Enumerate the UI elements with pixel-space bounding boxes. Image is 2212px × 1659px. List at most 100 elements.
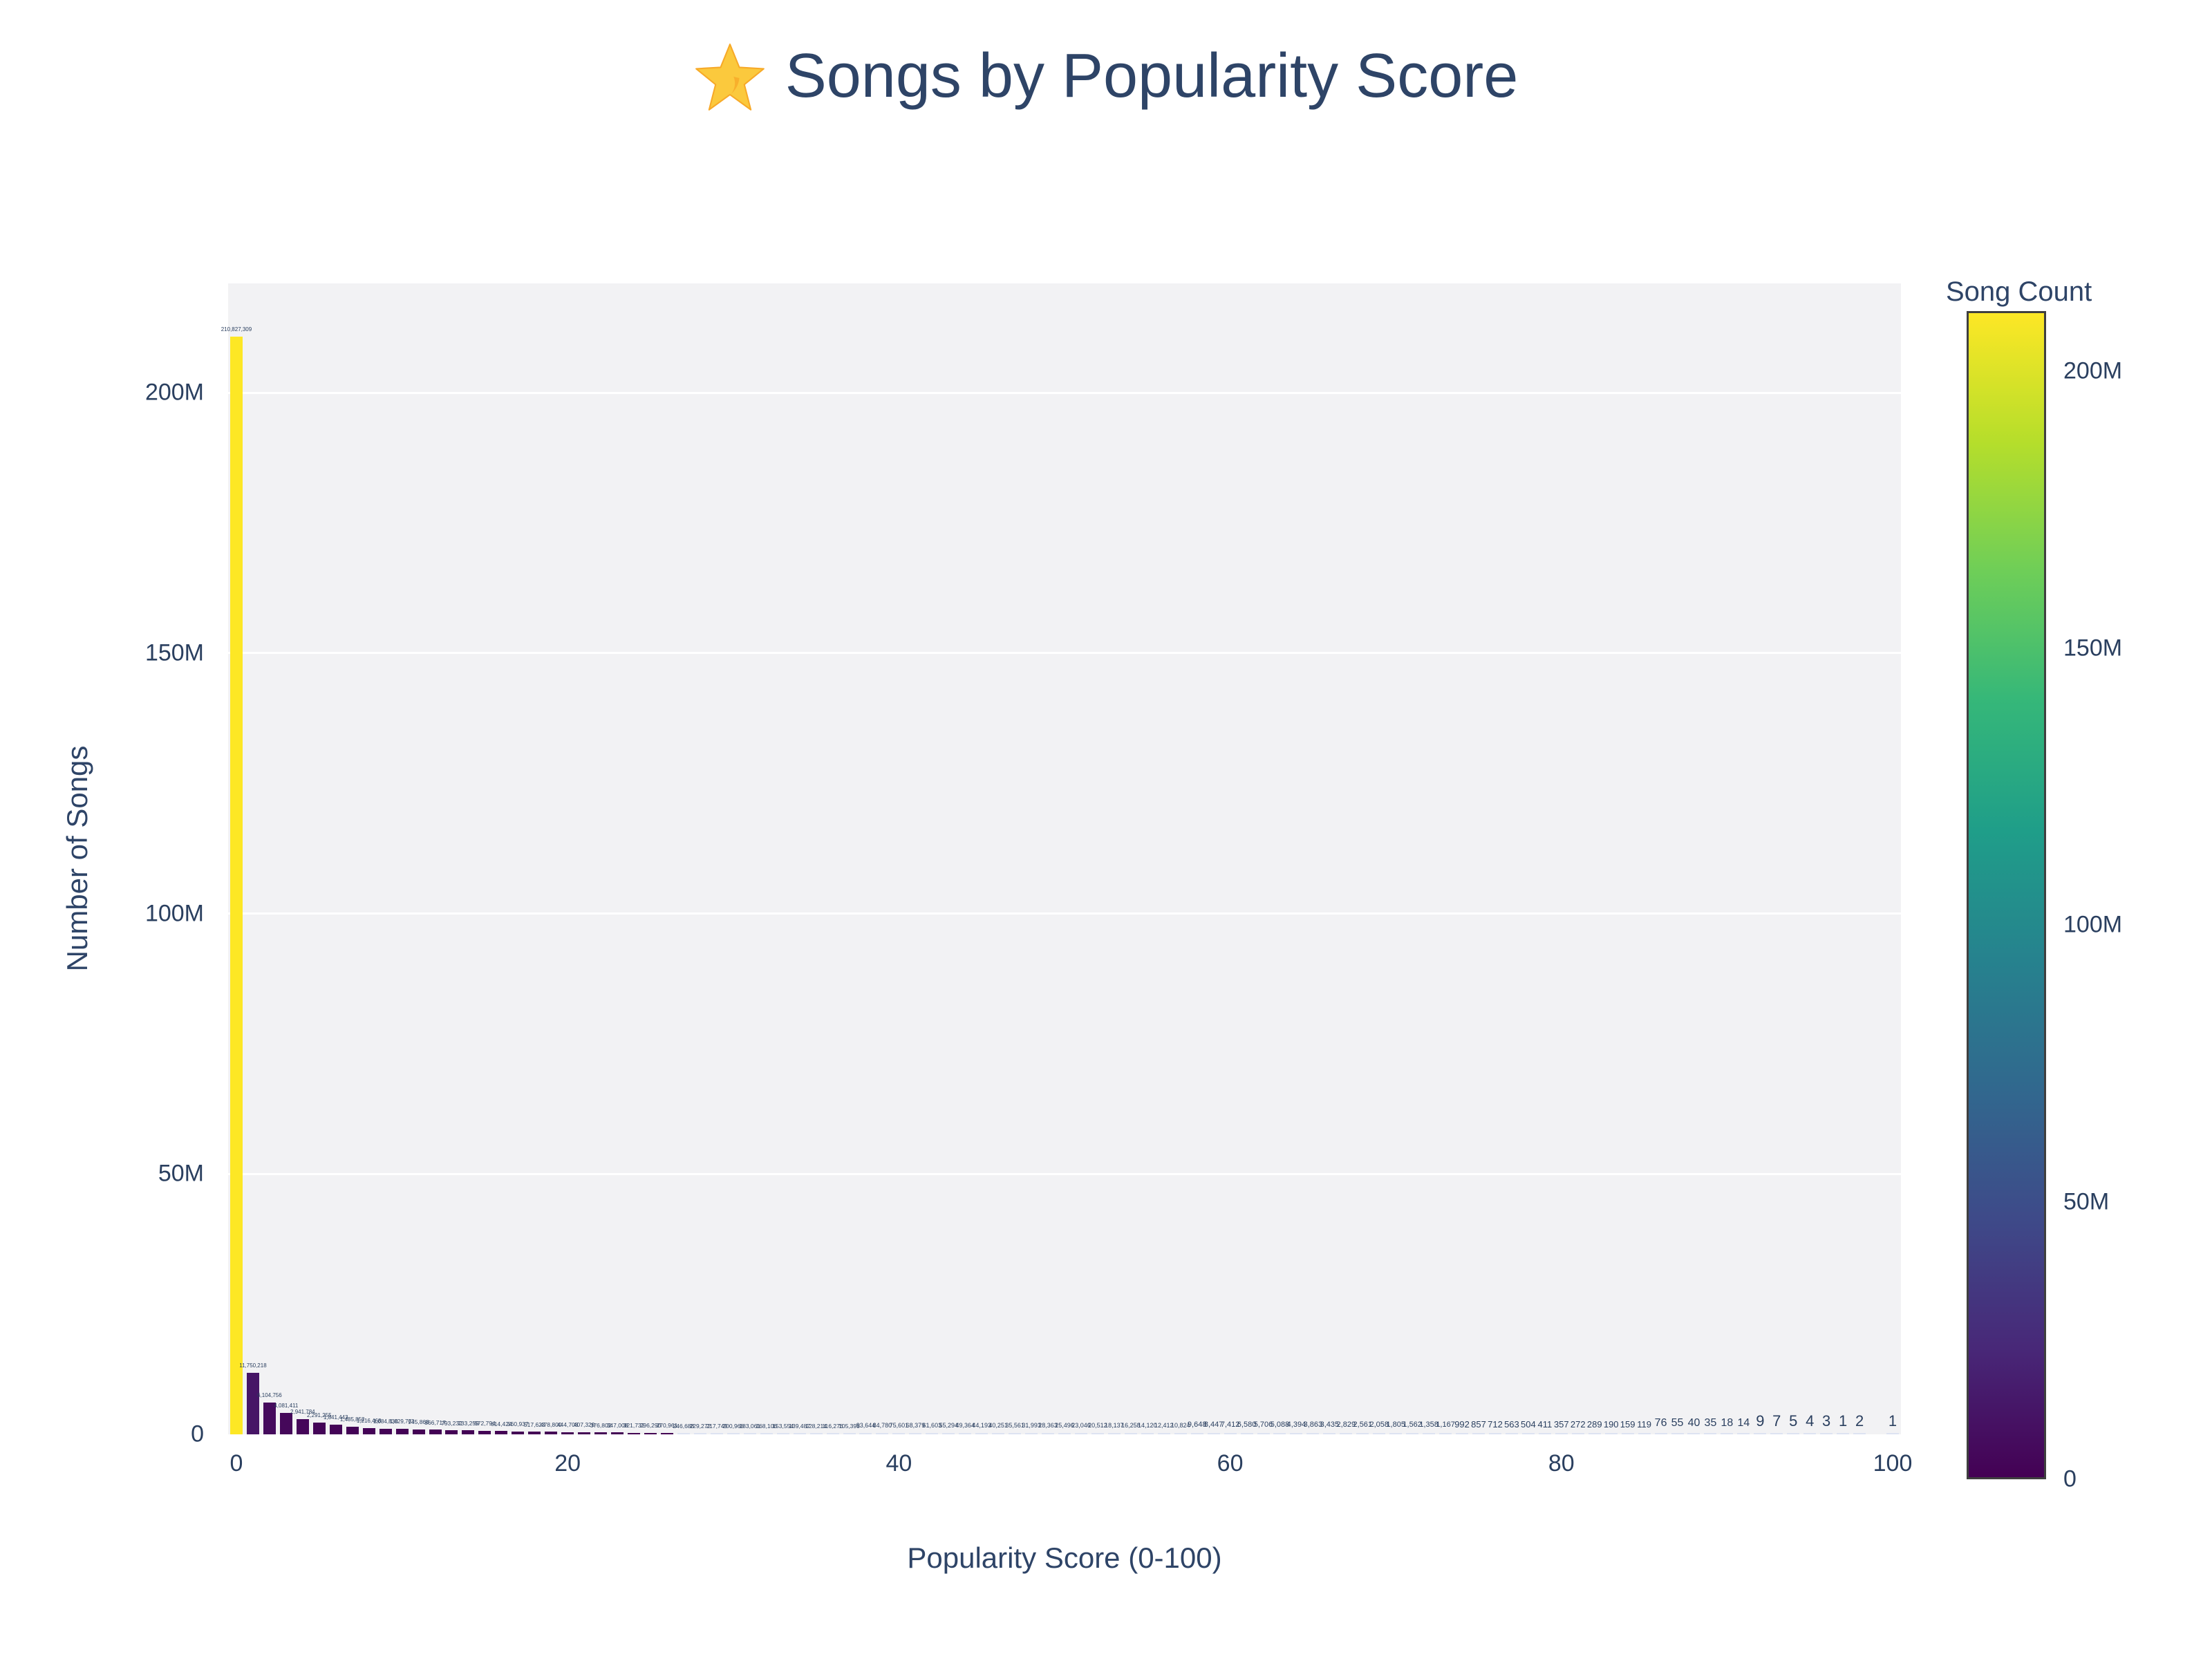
bar-score-97[interactable] <box>1837 1433 1850 1434</box>
bar-score-26[interactable] <box>660 1432 673 1434</box>
bar-score-56[interactable] <box>1157 1433 1170 1434</box>
bar-score-57[interactable] <box>1174 1433 1187 1434</box>
bar-score-73[interactable] <box>1439 1433 1452 1434</box>
bar-score-30[interactable] <box>727 1433 740 1434</box>
bar-score-47[interactable] <box>1009 1433 1022 1434</box>
bar-score-86[interactable] <box>1654 1433 1667 1434</box>
bar-score-36[interactable] <box>826 1433 839 1434</box>
bar-score-49[interactable] <box>1042 1433 1055 1434</box>
bar-score-95[interactable] <box>1803 1433 1817 1434</box>
bar-score-84[interactable] <box>1621 1433 1634 1434</box>
bar-score-46[interactable] <box>992 1433 1005 1434</box>
bar-score-72[interactable] <box>1423 1433 1436 1434</box>
bar-score-33[interactable] <box>776 1433 789 1434</box>
bar-score-88[interactable] <box>1687 1433 1700 1434</box>
bar-score-7[interactable] <box>346 1426 359 1434</box>
bar-score-55[interactable] <box>1141 1433 1154 1434</box>
bar-score-48[interactable] <box>1025 1433 1038 1434</box>
bar-score-76[interactable] <box>1488 1433 1501 1434</box>
bar-score-2[interactable] <box>263 1403 276 1434</box>
bar-score-61[interactable] <box>1240 1433 1253 1434</box>
bar-score-78[interactable] <box>1521 1433 1535 1434</box>
bar-score-35[interactable] <box>809 1433 823 1434</box>
bar-score-90[interactable] <box>1721 1433 1734 1434</box>
bar-score-93[interactable] <box>1770 1433 1783 1434</box>
bar-score-60[interactable] <box>1224 1433 1237 1434</box>
bar-score-83[interactable] <box>1604 1433 1618 1434</box>
plot-area[interactable]: 210,827,309 11,750,218 6,104,756 4,081,411 2… <box>221 283 1901 1434</box>
bar-score-45[interactable] <box>975 1433 988 1434</box>
bar-score-91[interactable] <box>1737 1433 1750 1434</box>
bar-score-53[interactable] <box>1107 1433 1121 1434</box>
bar-score-63[interactable] <box>1273 1433 1286 1434</box>
bar-score-41[interactable] <box>909 1433 922 1434</box>
bar-score-68[interactable] <box>1356 1433 1369 1434</box>
bar-score-81[interactable] <box>1571 1433 1584 1434</box>
bar-score-4[interactable] <box>296 1418 309 1434</box>
bar-score-79[interactable] <box>1538 1433 1551 1434</box>
bar-score-66[interactable] <box>1323 1433 1336 1434</box>
bar-score-98[interactable] <box>1853 1433 1866 1434</box>
bar-score-80[interactable] <box>1555 1433 1568 1434</box>
bar-score-16[interactable] <box>495 1431 508 1434</box>
bar-score-25[interactable] <box>644 1432 657 1434</box>
bar-score-54[interactable] <box>1124 1433 1137 1434</box>
bar-score-67[interactable] <box>1340 1433 1353 1434</box>
bar-score-44[interactable] <box>959 1433 972 1434</box>
bar-score-62[interactable] <box>1257 1433 1270 1434</box>
bar-score-0[interactable] <box>229 336 243 1434</box>
bar-score-5[interactable] <box>312 1422 326 1434</box>
bar-score-37[interactable] <box>843 1433 856 1434</box>
bar-score-58[interactable] <box>1190 1433 1203 1434</box>
bar-score-3[interactable] <box>279 1413 292 1434</box>
bar-score-59[interactable] <box>1207 1433 1220 1434</box>
bar-score-10[interactable] <box>395 1429 409 1434</box>
bar-score-40[interactable] <box>892 1433 906 1434</box>
bar-score-75[interactable] <box>1472 1433 1485 1434</box>
bar-score-9[interactable] <box>379 1428 392 1434</box>
bar-score-64[interactable] <box>1290 1433 1303 1434</box>
bar-score-6[interactable] <box>329 1425 342 1434</box>
bar-score-82[interactable] <box>1588 1433 1601 1434</box>
bar-score-21[interactable] <box>578 1432 591 1434</box>
bar-score-28[interactable] <box>693 1433 706 1434</box>
bar-score-24[interactable] <box>628 1432 641 1434</box>
bar-score-13[interactable] <box>445 1430 458 1434</box>
bar-score-38[interactable] <box>859 1433 872 1434</box>
bar-score-39[interactable] <box>876 1433 889 1434</box>
bar-score-70[interactable] <box>1389 1433 1403 1434</box>
bar-score-23[interactable] <box>611 1432 624 1434</box>
bar-score-31[interactable] <box>743 1433 756 1434</box>
bar-score-85[interactable] <box>1638 1433 1651 1434</box>
bar-score-74[interactable] <box>1456 1433 1469 1434</box>
bar-score-96[interactable] <box>1820 1433 1833 1434</box>
bar-score-51[interactable] <box>1074 1433 1087 1434</box>
bar-score-50[interactable] <box>1058 1433 1071 1434</box>
bar-score-89[interactable] <box>1704 1433 1717 1434</box>
bar-score-12[interactable] <box>429 1430 442 1434</box>
bar-score-92[interactable] <box>1754 1433 1767 1434</box>
bar-score-8[interactable] <box>362 1427 375 1434</box>
bar-score-15[interactable] <box>478 1430 491 1434</box>
bar-score-87[interactable] <box>1671 1433 1684 1434</box>
bar-score-34[interactable] <box>793 1433 806 1434</box>
bar-score-52[interactable] <box>1091 1433 1104 1434</box>
bar-score-17[interactable] <box>512 1431 525 1434</box>
bar-score-43[interactable] <box>942 1433 955 1434</box>
bar-score-71[interactable] <box>1406 1433 1419 1434</box>
bar-score-20[interactable] <box>561 1432 574 1434</box>
bar-score-22[interactable] <box>594 1432 608 1434</box>
bar-score-65[interactable] <box>1306 1433 1320 1434</box>
bar-score-100[interactable] <box>1886 1433 1900 1434</box>
bar-score-18[interactable] <box>528 1432 541 1434</box>
bar-score-42[interactable] <box>926 1433 939 1434</box>
bar-score-77[interactable] <box>1505 1433 1518 1434</box>
bar-score-27[interactable] <box>677 1433 690 1434</box>
bar-score-29[interactable] <box>710 1433 723 1434</box>
bar-score-19[interactable] <box>545 1432 558 1434</box>
bar-score-1[interactable] <box>246 1373 259 1434</box>
bar-score-11[interactable] <box>412 1429 425 1434</box>
bar-score-32[interactable] <box>760 1433 773 1434</box>
bar-score-69[interactable] <box>1373 1433 1386 1434</box>
bar-score-14[interactable] <box>462 1430 475 1434</box>
